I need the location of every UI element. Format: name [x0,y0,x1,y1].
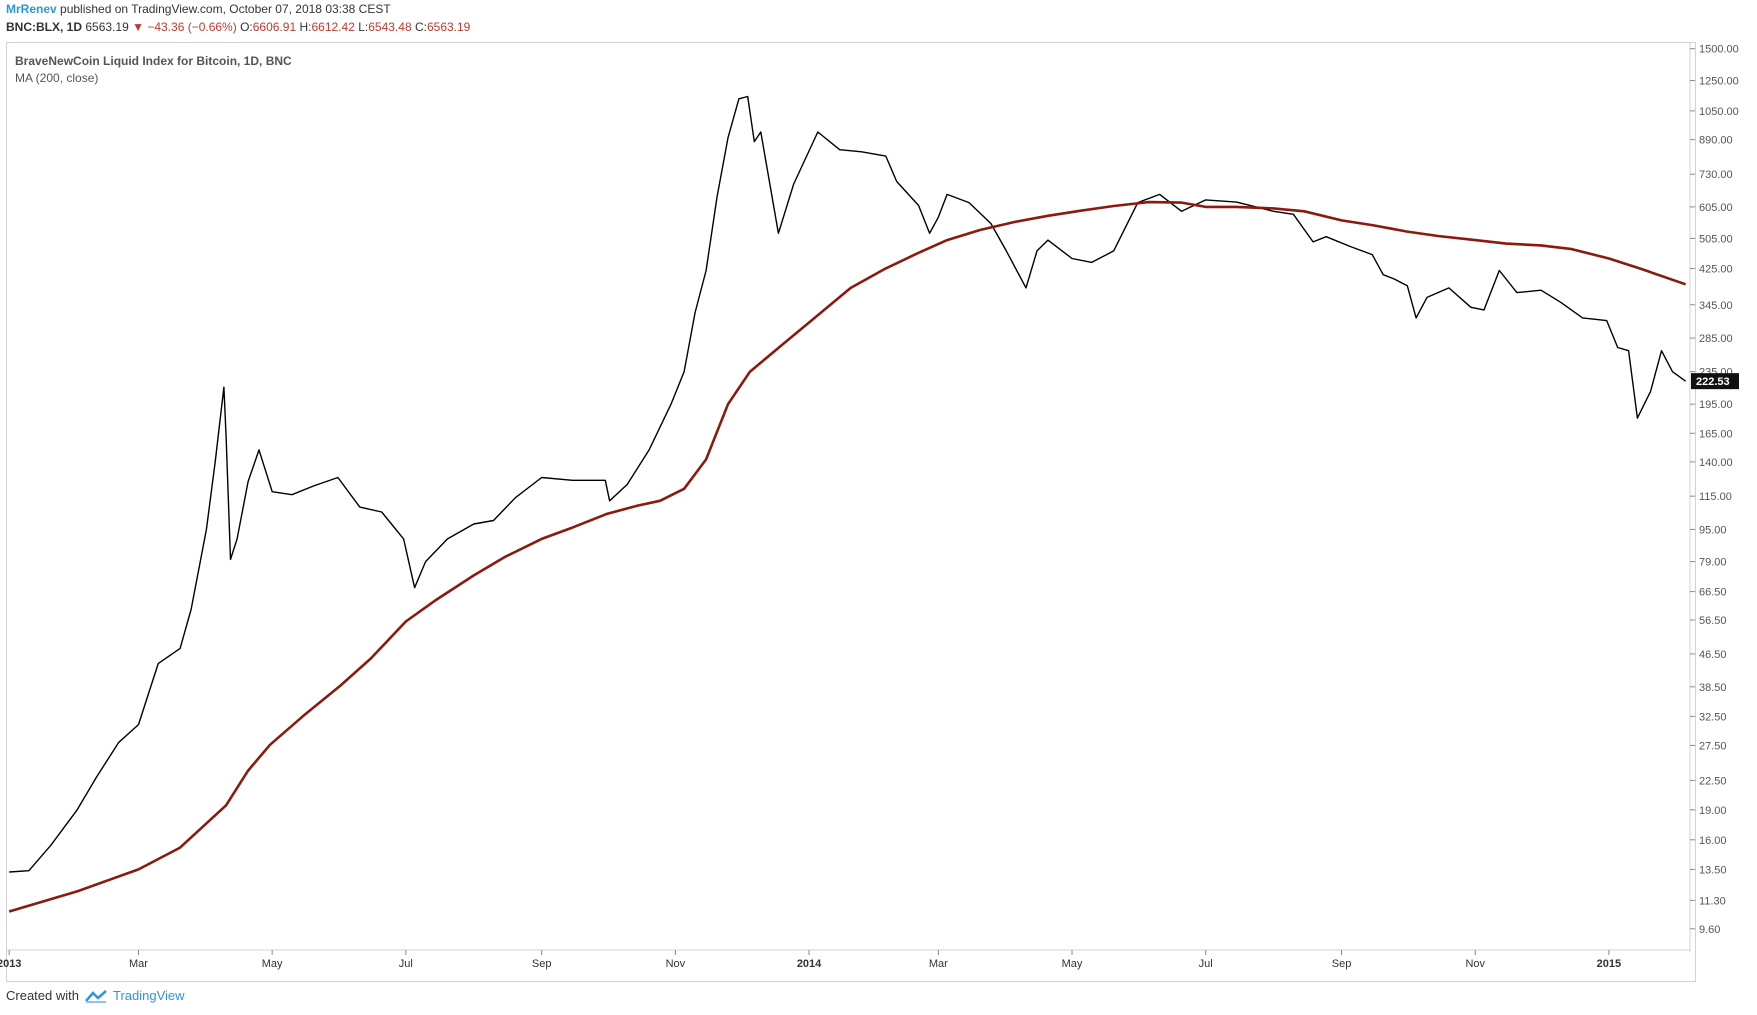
y-tick-label: 38.50 [1699,682,1727,694]
y-tick-label: 1500.00 [1699,44,1739,56]
x-tick-label: Sep [532,958,552,970]
open-value: 6606.91 [252,20,297,34]
y-tick-label: 345.00 [1699,300,1733,312]
y-tick-label: 285.00 [1699,333,1733,345]
y-tick-label: 115.00 [1699,491,1732,503]
x-tick-label: Nov [1465,958,1485,970]
y-tick-label: 890.00 [1699,135,1733,147]
y-tick-label: 9.60 [1699,924,1720,936]
tradingview-brand-link[interactable]: TradingView [112,988,185,1003]
x-tick-label: Jul [399,958,413,970]
author-link[interactable]: MrRenev [6,2,57,16]
chart-frame[interactable] [6,42,1696,982]
tradingview-logo-icon [85,989,107,1003]
footer: Created with TradingView [6,988,185,1003]
low-label: L: [358,20,369,34]
low-value: 6543.48 [368,20,412,34]
created-with-label: Created with [6,988,79,1003]
y-tick-label: 22.50 [1699,775,1727,787]
x-tick-label: Mar [929,958,948,970]
y-tick-label: 46.50 [1699,649,1727,661]
y-tick-label: 505.00 [1699,233,1733,245]
y-tick-label: 425.00 [1699,263,1733,275]
price-series-line [9,95,1687,873]
legend-ma: MA (200, close) [15,71,99,85]
y-tick-label: 13.50 [1699,864,1727,876]
last-price-badge [1691,373,1739,390]
x-tick-label: May [1062,958,1083,970]
x-tick-label: Mar [129,958,148,970]
high-value: 6612.42 [311,20,355,34]
y-tick-label: 1050.00 [1699,106,1739,118]
open-label: O: [240,20,253,34]
y-tick-label: 16.00 [1699,835,1727,847]
last-price-label: 222.53 [1696,376,1730,388]
y-tick-label: 95.00 [1699,524,1727,536]
y-tick-label: 605.00 [1699,202,1733,214]
last-price: 6563.19 [85,20,129,34]
high-label: H: [299,20,312,34]
x-tick-label: Sep [1332,958,1352,970]
price-change: −43.36 (−0.66%) [147,20,237,34]
y-tick-label: 11.30 [1699,895,1726,907]
legend-title: BraveNewCoin Liquid Index for Bitcoin, 1… [15,54,292,68]
symbol-label: BNC:BLX, 1D [6,20,83,34]
x-tick-label: 2015 [1597,958,1621,970]
x-tick-label: Nov [666,958,686,970]
x-tick-label: 2013 [0,958,21,970]
y-tick-label: 19.00 [1699,805,1727,817]
close-value: 6563.19 [426,20,471,34]
symbol-ohlc-bar: BNC:BLX, 1D 6563.19 ▼ −43.36 (−0.66%) O:… [6,20,470,34]
y-tick-label: 1250.00 [1699,75,1739,87]
down-arrow-icon: ▼ [132,20,144,34]
x-tick-label: 2014 [797,958,822,970]
x-tick-label: Jul [1199,958,1213,970]
y-tick-label: 56.50 [1699,615,1727,627]
y-tick-label: 32.50 [1699,711,1727,723]
y-tick-label: 27.50 [1699,740,1727,752]
y-tick-label: 195.00 [1699,399,1733,411]
y-tick-label: 730.00 [1699,169,1733,181]
y-tick-label: 165.00 [1699,428,1733,440]
x-tick-label: May [262,958,283,970]
publish-header: MrRenev published on TradingView.com, Oc… [6,2,391,16]
y-tick-label: 140.00 [1699,457,1733,469]
ma-200-line [8,200,1687,913]
publish-info: published on TradingView.com, October 07… [60,2,391,16]
y-tick-label: 79.00 [1699,557,1727,569]
y-tick-label: 66.50 [1699,587,1727,599]
close-label: C: [414,20,427,34]
